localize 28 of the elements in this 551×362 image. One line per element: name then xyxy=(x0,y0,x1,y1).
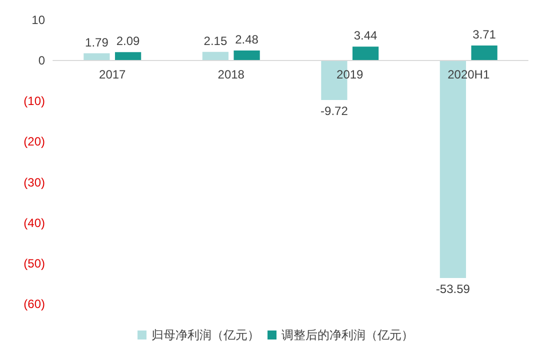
legend-label: 调整后的净利润（亿元） xyxy=(282,328,414,342)
y-tick-label: 0 xyxy=(38,54,46,68)
legend-label: 归母净利润（亿元） xyxy=(152,328,260,342)
y-tick-label: (60) xyxy=(24,297,45,311)
data-label: 1.79 xyxy=(85,35,109,50)
y-tick-label: 10 xyxy=(32,13,46,27)
x-tick-label: 2017 xyxy=(99,68,126,82)
y-tick-label: (30) xyxy=(24,175,45,190)
x-tick-label: 2019 xyxy=(336,68,364,82)
y-tick-label: (10) xyxy=(24,94,45,108)
bar xyxy=(84,53,110,61)
bar xyxy=(202,52,229,61)
data-label: 2.48 xyxy=(235,32,259,47)
bar xyxy=(352,46,379,61)
y-tick-label: (20) xyxy=(24,134,45,149)
data-label: 2.09 xyxy=(116,34,140,48)
bar xyxy=(471,46,498,61)
data-label: 3.71 xyxy=(472,28,496,42)
y-tick-label: (50) xyxy=(24,256,45,270)
y-tick-label: (40) xyxy=(24,216,45,230)
bar xyxy=(234,50,260,61)
x-tick-label: 2018 xyxy=(218,68,245,82)
bar xyxy=(114,52,142,61)
data-label: -53.59 xyxy=(436,282,470,296)
data-label: -9.72 xyxy=(320,104,348,118)
data-label: 3.44 xyxy=(354,28,378,43)
x-tick-label: 2020H1 xyxy=(448,68,490,82)
data-label: 2.15 xyxy=(204,34,228,48)
